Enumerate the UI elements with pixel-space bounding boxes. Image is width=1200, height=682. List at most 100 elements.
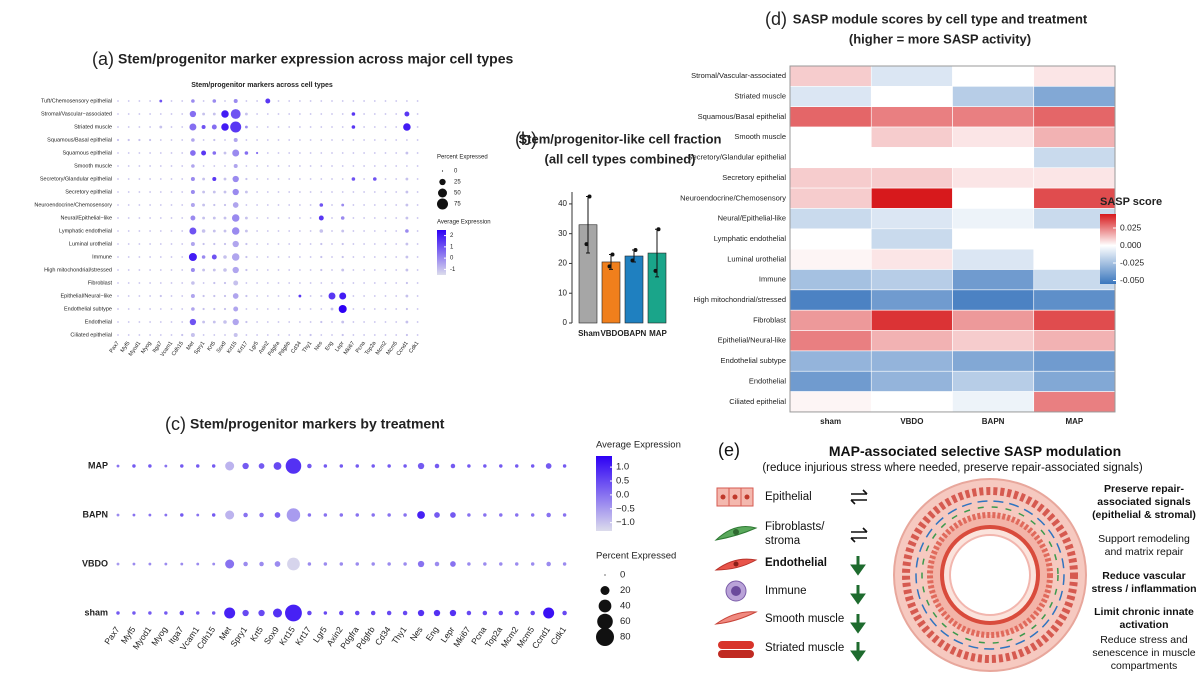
dot <box>127 230 130 232</box>
dot <box>127 126 130 128</box>
dot <box>256 269 258 271</box>
dot <box>395 282 398 284</box>
heat-cell <box>789 228 872 250</box>
heat-cell <box>1033 65 1116 87</box>
dot <box>319 203 324 207</box>
dot <box>483 513 487 517</box>
chart-title: Stem/progenitor-like cell fraction <box>519 131 722 146</box>
color-legend-title: Average Expression <box>437 220 491 226</box>
dot <box>288 334 291 336</box>
row-label: Endothelial subtype <box>721 356 786 365</box>
dot <box>213 307 216 311</box>
dot <box>232 202 239 208</box>
gene-label: Krt17 <box>293 624 313 647</box>
dot <box>341 113 344 115</box>
heat-cell <box>1033 391 1116 413</box>
dot <box>196 611 200 615</box>
dot <box>277 269 280 271</box>
diagram-title: MAP-associated selective SASP modulation <box>828 443 1122 459</box>
dot <box>373 243 376 245</box>
size-legend-dot <box>438 188 447 198</box>
dot <box>450 512 456 518</box>
size-legend-dot <box>597 613 613 630</box>
colorbar-label: 0.5 <box>616 476 629 487</box>
dot <box>231 214 240 222</box>
row-label: Endothelial <box>85 319 112 325</box>
dot <box>363 256 365 258</box>
dot <box>224 334 226 336</box>
dot <box>288 282 291 284</box>
dot <box>545 463 552 469</box>
gene-label: Krt15 <box>277 624 297 647</box>
dot <box>323 464 328 468</box>
dot <box>256 295 258 297</box>
colorbar <box>596 456 612 531</box>
dot <box>190 176 195 182</box>
dot <box>299 113 301 115</box>
dot <box>320 282 323 284</box>
dot <box>224 139 226 141</box>
dot <box>212 99 217 103</box>
dot <box>170 126 173 128</box>
heat-cell <box>952 350 1035 372</box>
dot <box>331 256 333 258</box>
dot <box>149 204 151 206</box>
dot <box>395 139 398 141</box>
item-label: Epithelial <box>765 491 812 503</box>
dot <box>405 320 409 324</box>
dot <box>149 282 151 284</box>
dot <box>331 178 333 180</box>
dot <box>149 269 151 271</box>
dot <box>370 610 376 616</box>
dot <box>132 513 136 517</box>
dot <box>258 463 265 469</box>
dot <box>256 282 258 284</box>
row-label: Neuroendocrine/Chemosensory <box>34 202 112 208</box>
dot <box>299 282 301 284</box>
dot <box>212 151 217 155</box>
dot <box>127 243 130 245</box>
dot <box>309 243 312 245</box>
dot <box>373 321 376 323</box>
heat-cell <box>1033 330 1116 352</box>
dot <box>309 321 312 323</box>
dot <box>320 191 323 193</box>
dot <box>384 256 387 258</box>
dot <box>256 204 258 206</box>
dot <box>170 204 173 206</box>
dot <box>299 217 301 219</box>
dot <box>339 292 347 300</box>
dot <box>159 125 163 129</box>
row-label: Squamous/Basal epithelial <box>698 112 787 121</box>
dot <box>331 243 333 245</box>
dot <box>256 243 258 245</box>
dot <box>138 269 141 271</box>
x-tick-label: BAPN <box>624 329 647 338</box>
dot <box>266 282 269 284</box>
dot <box>416 139 419 141</box>
dot <box>190 202 195 208</box>
dot <box>117 230 119 232</box>
dot <box>256 308 258 310</box>
dot <box>384 230 387 232</box>
dot <box>320 334 323 336</box>
dot <box>256 100 258 102</box>
dot <box>149 152 151 154</box>
gene-label: Ccnd1 <box>396 341 410 357</box>
dot <box>530 464 535 468</box>
gene-label: Krt5 <box>206 341 217 353</box>
dot <box>202 294 205 298</box>
colorbar-label: 1 <box>450 244 454 250</box>
dot <box>266 126 269 128</box>
dot <box>274 512 281 518</box>
dot <box>132 611 136 615</box>
dot <box>352 282 355 284</box>
dot <box>323 611 328 615</box>
dot <box>138 126 141 128</box>
dot <box>127 191 130 193</box>
item-label: Striated muscle <box>765 642 845 654</box>
dot <box>266 139 269 141</box>
dot <box>309 191 312 193</box>
gene-label: Lgr5 <box>249 341 260 353</box>
dot <box>170 139 173 141</box>
